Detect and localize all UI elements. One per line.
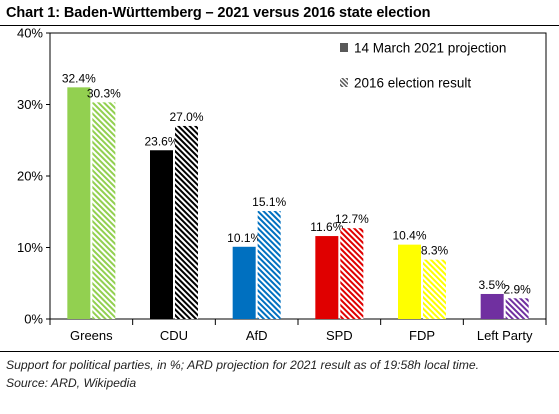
bar-2016-cdu <box>175 125 198 319</box>
data-label: 10.1% <box>227 231 261 245</box>
data-label: 32.4% <box>62 71 96 85</box>
data-label: 12.7% <box>335 212 369 226</box>
x-tick-label: Left Party <box>477 328 533 343</box>
x-tick-label: SPD <box>326 328 353 343</box>
bar-2021-spd <box>315 236 339 319</box>
bar-2016-greens <box>92 102 116 319</box>
chart-title: Chart 1: Baden-Württemberg – 2021 versus… <box>6 5 431 21</box>
bar-2016-afd <box>257 211 281 319</box>
bar-2021-fdp <box>398 244 421 319</box>
legend-label: 14 March 2021 projection <box>354 41 506 56</box>
legend-swatch <box>340 78 348 87</box>
bar-2021-cdu <box>150 150 173 319</box>
y-tick-label: 40% <box>17 26 43 41</box>
y-tick-label: 30% <box>17 97 43 112</box>
bar-2016-left-party <box>505 298 529 319</box>
plot-area <box>49 32 547 320</box>
x-tick-label: FDP <box>409 328 435 343</box>
bar-2021-left-party <box>480 293 504 319</box>
bar-2016-fdp <box>423 259 446 319</box>
data-label: 30.3% <box>87 86 121 100</box>
legend-swatch <box>340 43 348 52</box>
data-label: 3.5% <box>478 278 506 292</box>
x-tick-label: Greens <box>70 328 113 343</box>
title-divider <box>0 25 559 26</box>
data-label: 8.3% <box>421 244 449 258</box>
bar-chart: 0% 10% 20% 30% 40% Greens CDU AfD SPD FDP Left Par… <box>17 26 547 343</box>
bar-2021-greens <box>67 87 91 319</box>
x-tick-label: CDU <box>160 328 188 343</box>
y-tick-label: 0% <box>24 312 43 327</box>
bar-2016-spd <box>340 228 364 319</box>
data-label: 23.6% <box>144 134 178 148</box>
footnote-text: Support for political parties, in %; ARD… <box>6 358 480 372</box>
data-label: 11.6% <box>310 220 343 234</box>
legend-label: 2016 election result <box>354 76 471 91</box>
y-tick-label: 10% <box>17 240 43 255</box>
y-tick-label: 20% <box>17 169 43 184</box>
data-label: 10.4% <box>392 229 426 243</box>
footnote-divider <box>0 351 559 352</box>
data-label: 27.0% <box>169 110 203 124</box>
source-text: Source: ARD, Wikipedia <box>6 376 137 390</box>
bar-2021-afd <box>232 246 256 319</box>
data-label: 15.1% <box>252 195 286 209</box>
x-tick-label: AfD <box>246 328 268 343</box>
data-label: 2.9% <box>503 282 531 296</box>
